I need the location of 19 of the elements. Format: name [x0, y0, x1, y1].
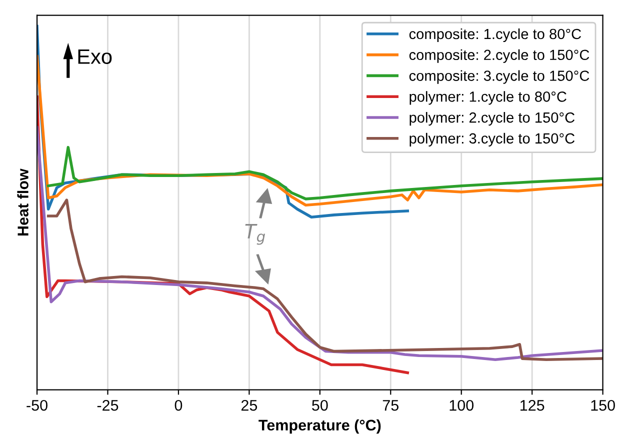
- legend-label: polymer: 1.cycle to 80°C: [410, 91, 566, 105]
- legend-label: composite: 3.cycle to 150°C: [409, 70, 590, 84]
- x-tick-label: 100: [450, 400, 474, 411]
- annotation: T$_{g}$: [245, 224, 266, 245]
- x-tick-label: 75: [382, 400, 398, 411]
- x-tick-label: -50: [26, 400, 48, 411]
- legend-label: polymer: 2.cycle to 150°C: [410, 112, 575, 126]
- y-axis-title: Heat flow: [17, 168, 28, 236]
- legend-label: composite: 2.cycle to 150°C: [409, 49, 590, 63]
- x-tick-label: -25: [97, 400, 118, 411]
- x-axis-title: Temperature (°C): [258, 419, 381, 434]
- legend-label: polymer: 3.cycle to 150°C: [410, 132, 575, 146]
- x-tick-label: 125: [520, 400, 544, 411]
- legend-label: composite: 1.cycle to 80°C: [409, 28, 582, 42]
- x-tick-label: 50: [312, 400, 328, 411]
- x-tick-label: 150: [591, 400, 615, 411]
- annotation: Exo: [78, 49, 112, 64]
- x-tick-label: 0: [174, 400, 182, 411]
- x-tick-label: 25: [241, 400, 258, 411]
